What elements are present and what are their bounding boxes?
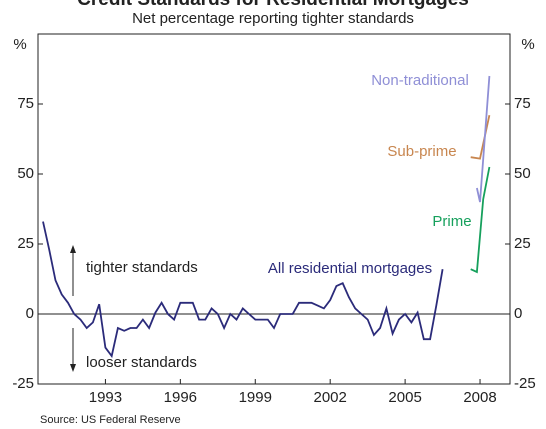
x-tick-label: 2005 (388, 389, 421, 406)
y-axis-label: % (13, 36, 26, 53)
y-tick-label: 0 (26, 305, 34, 322)
y-tick-label: 25 (17, 235, 34, 252)
plot-frame (37, 33, 511, 385)
series-label: Non-traditional (371, 72, 469, 89)
chart-subtitle: Net percentage reporting tighter standar… (132, 10, 414, 27)
y2-tick-label: 75 (514, 95, 531, 112)
annotation: tighter standards (86, 259, 198, 276)
y2-tick-label: 50 (514, 165, 531, 182)
series-line (476, 75, 491, 203)
series-line (470, 166, 491, 274)
x-tick-label: 2008 (463, 389, 496, 406)
x-tick-label: 1993 (89, 389, 122, 406)
x-tick-label: 1996 (164, 389, 197, 406)
y-tick-label: 50 (17, 165, 34, 182)
series-label: Prime (432, 213, 471, 230)
x-tick-label: 2002 (314, 389, 347, 406)
annotation: looser standards (86, 354, 197, 371)
source-note: Source: US Federal Reserve (40, 414, 181, 426)
series-label: Sub-prime (387, 143, 456, 160)
y2-tick-label: 0 (514, 305, 522, 322)
series-line (42, 221, 444, 359)
y-tick-label: -25 (12, 375, 34, 392)
direction-arrows (70, 245, 76, 372)
y-tick-label: 75 (17, 95, 34, 112)
x-tick-label: 1999 (239, 389, 272, 406)
y2-tick-label: -25 (514, 375, 536, 392)
series-label: All residential mortgages (268, 260, 432, 277)
chart-title: Credit Standards for Residential Mortgag… (77, 0, 469, 10)
y2-axis-label: % (521, 36, 534, 53)
y2-tick-label: 25 (514, 235, 531, 252)
